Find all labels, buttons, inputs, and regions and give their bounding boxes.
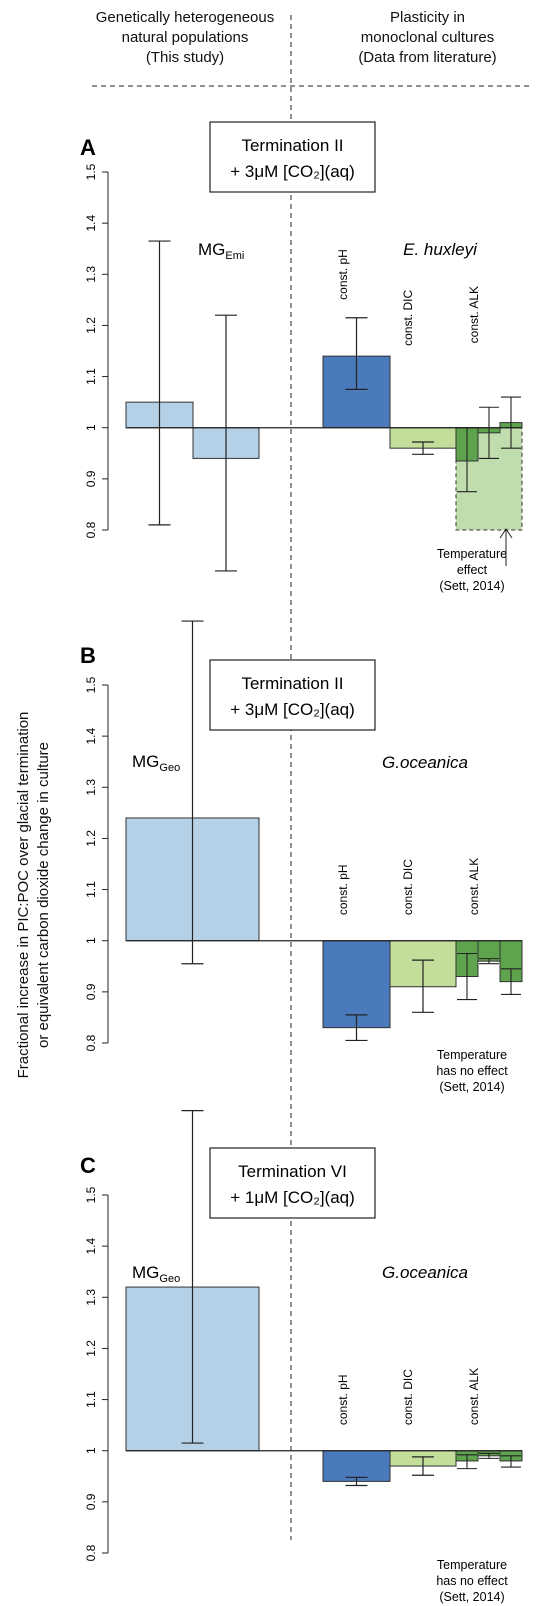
y-tick-label: 1.3 bbox=[84, 779, 98, 796]
temperature-note-line: Temperature bbox=[437, 547, 507, 561]
y-tick-label: 1.4 bbox=[84, 727, 98, 744]
y-tick-label: 0.8 bbox=[84, 1544, 98, 1561]
y-tick-label: 1.1 bbox=[84, 368, 98, 385]
y-tick-label: 1.5 bbox=[84, 676, 98, 693]
y-tick-label: 0.9 bbox=[84, 983, 98, 1000]
y-tick-label: 1.2 bbox=[84, 1340, 98, 1357]
y-tick-label: 1.3 bbox=[84, 266, 98, 283]
culture-group-label: const. DIC bbox=[401, 290, 415, 346]
y-tick-label: 0.8 bbox=[84, 521, 98, 538]
y-tick-label: 1.1 bbox=[84, 1391, 98, 1408]
y-tick-label: 1.2 bbox=[84, 830, 98, 847]
header-left-line: natural populations bbox=[121, 29, 249, 46]
y-tick-label: 1.3 bbox=[84, 1289, 98, 1306]
y-tick-label: 1.4 bbox=[84, 1237, 98, 1254]
y-tick-label: 1.4 bbox=[84, 214, 98, 231]
header-right-line: Plasticity in bbox=[389, 9, 466, 26]
culture-group-label: const. DIC bbox=[401, 1369, 415, 1425]
header-right: Plasticity in monoclonal cultures (Data … bbox=[315, 8, 540, 68]
study-label: MGGeo bbox=[132, 1263, 180, 1285]
temperature-note-line: Temperature bbox=[437, 1558, 507, 1572]
chart-panel-A: A 0.8 0.9 1 1.1 1.2 1.3 1.4 1.5 Termination II + 3… bbox=[80, 121, 523, 593]
panel-title-box bbox=[209, 121, 376, 193]
culture-group-label: const. pH bbox=[336, 249, 350, 300]
study-label: MGEmi bbox=[198, 240, 244, 262]
y-tick-label: 1.1 bbox=[84, 881, 98, 898]
header-left: Genetically heterogeneous natural popula… bbox=[60, 8, 310, 68]
y-tick-label: 0.8 bbox=[84, 1034, 98, 1051]
y-tick-label: 1 bbox=[84, 424, 98, 431]
culture-group-label: const. ALK bbox=[467, 286, 481, 343]
study-label-subscript: Geo bbox=[159, 1273, 180, 1285]
species-label: G.oceanica bbox=[382, 753, 468, 772]
panel-title-line: Termination VI bbox=[238, 1162, 347, 1181]
culture-group-label: const. pH bbox=[336, 864, 350, 915]
panel-title-line: Termination II bbox=[241, 674, 343, 693]
temperature-note-line: (Sett, 2014) bbox=[439, 1080, 504, 1094]
study-label: MGGeo bbox=[132, 752, 180, 774]
y-tick-label: 1 bbox=[84, 937, 98, 944]
header-right-line: (Data from literature) bbox=[358, 49, 497, 66]
y-tick-label: 1.5 bbox=[84, 1186, 98, 1203]
temperature-note-line: has no effect bbox=[436, 1574, 508, 1588]
panel-letter: B bbox=[80, 643, 96, 668]
species-label: G.oceanica bbox=[382, 1263, 468, 1282]
header-right-line: monoclonal cultures bbox=[360, 29, 495, 46]
panel-title-line: + 3μM [CO₂](aq) bbox=[230, 700, 355, 719]
panel-title-line: + 3μM [CO₂](aq) bbox=[230, 162, 355, 181]
panel-title-line: + 1μM [CO₂](aq) bbox=[230, 1188, 355, 1207]
study-label-subscript: Geo bbox=[159, 762, 180, 774]
temperature-note-line: (Sett, 2014) bbox=[439, 1590, 504, 1604]
y-tick-label: 0.9 bbox=[84, 470, 98, 487]
culture-group-label: const. pH bbox=[336, 1374, 350, 1425]
culture-group-label: const. DIC bbox=[401, 859, 415, 915]
y-tick-label: 1.5 bbox=[84, 163, 98, 180]
y-tick-label: 1 bbox=[84, 1447, 98, 1454]
culture-group-label: const. ALK bbox=[467, 858, 481, 915]
culture-group-label: const. ALK bbox=[467, 1368, 481, 1425]
temperature-note-line: (Sett, 2014) bbox=[439, 579, 504, 593]
panel-letter: A bbox=[80, 135, 96, 160]
temperature-arrow-head bbox=[499, 528, 513, 539]
panel-title-line: Termination II bbox=[241, 136, 343, 155]
species-label: E. huxleyi bbox=[403, 240, 478, 259]
chart-panel-C: C 0.8 0.9 1 1.1 1.2 1.3 1.4 1.5 Termination VI + 1… bbox=[80, 1110, 523, 1604]
panel-title-box bbox=[209, 659, 376, 731]
y-tick-label: 1.2 bbox=[84, 317, 98, 334]
temperature-note-line: Temperature bbox=[437, 1048, 507, 1062]
header-left-line: Genetically heterogeneous bbox=[95, 9, 275, 26]
temperature-note-line: effect bbox=[457, 563, 488, 577]
y-tick-label: 0.9 bbox=[84, 1493, 98, 1510]
culture-bar bbox=[322, 940, 391, 1029]
study-label-subscript: Emi bbox=[225, 250, 244, 262]
chart-panel-B: B 0.8 0.9 1 1.1 1.2 1.3 1.4 1.5 Termination II + 3… bbox=[80, 620, 523, 1094]
culture-bar bbox=[322, 1450, 391, 1482]
temperature-note-line: has no effect bbox=[436, 1064, 508, 1078]
panel-title-box bbox=[209, 1147, 376, 1219]
header-left-line: (This study) bbox=[145, 49, 225, 66]
panel-letter: C bbox=[80, 1153, 96, 1178]
